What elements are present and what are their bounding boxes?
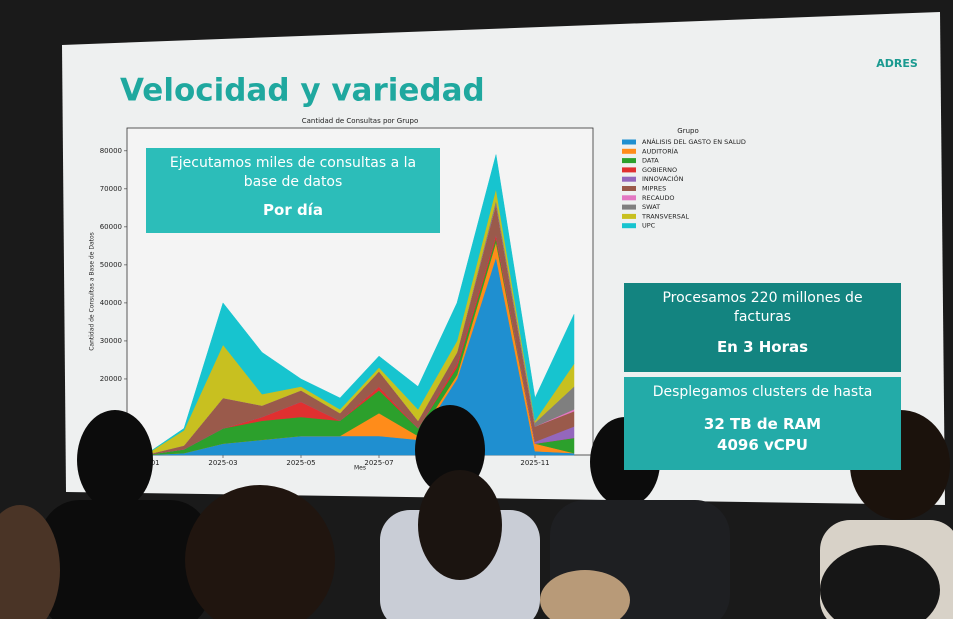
y-tick-label: 70000 [100,185,122,193]
y-tick-label: 50000 [100,261,122,269]
legend-label: GOBIERNO [642,166,677,174]
legend-label: DATA [642,157,659,165]
callout-2: Procesamos 220 millones de facturas En 3… [624,283,901,372]
legend-swatch [622,148,636,154]
callout-bold: Por día [263,201,323,219]
chart: Cantidad de Consultas por Grupo Mes Cantid… [89,117,746,472]
x-tick-label: 2025-07 [364,459,393,467]
x-tick-label: 2025-03 [208,459,237,467]
legend-label: AUDITORÍA [642,146,679,155]
legend-swatch [622,176,636,182]
legend-label: RECAUDO [642,194,675,202]
legend-swatch [622,167,636,173]
chart-title: Cantidad de Consultas por Grupo [302,117,419,125]
y-tick-label: 20000 [100,375,122,383]
area [144,154,575,456]
callout-text: Procesamos 220 millones de facturas [662,290,863,325]
legend-swatch [622,195,636,201]
slide-title: Velocidad y variedad [120,73,485,109]
x-tick-label: 2025-05 [286,459,315,467]
legend-label: UPC [642,222,656,230]
callout-1: Ejecutamos miles de consultas a la base … [146,148,440,233]
legend-swatch [622,186,636,191]
callout-bold: 4096 vCPU [717,436,808,454]
legend-label: SWAT [642,203,660,211]
legend-label: MIPRES [642,185,666,193]
y-tick-label: 40000 [100,299,122,307]
audience [0,405,953,619]
legend-swatch [622,204,636,210]
x-axis-label: Mes [354,465,366,472]
legend-swatch [622,223,636,229]
callout-bold: 32 TB de RAM [703,415,822,433]
legend-label: INNOVACIÓN [642,174,684,183]
y-tick-label: 60000 [100,223,122,231]
x-tick-label: 2025-11 [520,459,549,467]
callout-bold: En 3 Horas [716,338,809,356]
y-tick-label: 30000 [100,337,122,345]
legend-label: ANÁLISIS DEL GASTO EN SALUD [642,137,746,146]
callout-text: Desplegamos clusters de hasta [652,384,873,400]
legend-title: Grupo [677,127,698,135]
y-axis-label: Cantidad de Consultas a Base de Datos [89,232,96,351]
callout-3: Desplegamos clusters de hasta 32 TB de R… [624,377,901,470]
legend-label: TRANSVERSAL [641,212,689,220]
callout-text: Ejecutamos miles de consultas a la base … [169,155,417,190]
legend-swatch [622,213,636,219]
y-tick-label: 80000 [100,147,122,155]
legend-swatch [622,139,636,145]
legend-swatch [622,158,636,164]
logo: ADRES [876,57,918,70]
